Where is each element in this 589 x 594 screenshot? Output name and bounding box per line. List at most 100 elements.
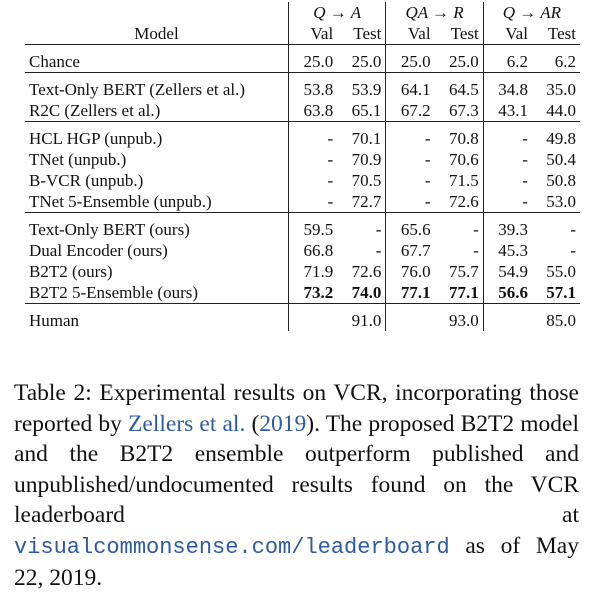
score-cell: 77.1 <box>449 283 479 302</box>
score-cell: 70.8 <box>449 129 479 148</box>
table-caption: Table 2: Experimental results on VCR, in… <box>14 378 579 594</box>
table-row: TNet (unpub.) -70.9-70.6-50.4 <box>25 149 580 170</box>
table-row: B2T2 (ours) 71.9 72.6 76.0 75.7 54.9 55.0 <box>25 261 580 282</box>
header-val: Val <box>385 23 435 45</box>
model-name-cell: B-VCR (unpub.) <box>29 171 144 190</box>
score-cell: 65.6 <box>385 219 435 240</box>
score-cell: 74.0 <box>351 283 382 302</box>
score-cell: 25.0 <box>288 51 338 73</box>
score-cell: 54.9 <box>482 261 532 282</box>
score-cell: - <box>473 241 479 260</box>
header-sub-row: Model Val Test Val Test Val Test <box>25 23 580 45</box>
score-cell <box>482 310 532 331</box>
score-cell: 25.0 <box>385 51 435 73</box>
score-cell: 43.1 <box>482 100 532 122</box>
score-cell: 25.0 <box>351 52 382 71</box>
table-row: R2C (Zellers et al.) 63.8 65.1 67.2 67.3 43.1… <box>25 100 580 122</box>
score-cell: - <box>473 220 479 239</box>
score-cell: 53.0 <box>546 192 576 211</box>
score-cell: - <box>482 170 532 191</box>
header-group-row: Q → A QA → R Q → AR <box>25 2 580 23</box>
results-table-container: Q → A QA → R Q → AR Model Val Test Val T… <box>25 2 580 331</box>
model-name-cell: Dual Encoder (ours) <box>29 241 168 260</box>
score-cell: - <box>288 191 338 213</box>
table-row: Chance 25.0 25.0 25.0 25.0 6.2 6.2 <box>25 51 580 73</box>
score-cell: 63.8 <box>288 100 338 122</box>
header-test: Test <box>353 24 382 43</box>
score-cell <box>288 310 338 331</box>
score-cell: - <box>288 149 338 170</box>
table-row: Text-Only BERT (ours) 59.5-65.6-39.3- <box>25 219 580 240</box>
score-cell: 59.5 <box>288 219 338 240</box>
score-cell: 72.6 <box>351 262 382 281</box>
header-group-q-a: Q → A <box>287 2 386 23</box>
score-cell: 53.9 <box>351 80 382 99</box>
score-cell: 45.3 <box>482 240 532 261</box>
score-cell: 76.0 <box>385 261 435 282</box>
score-cell: 67.3 <box>449 101 479 120</box>
score-cell: - <box>385 149 435 170</box>
score-cell: 72.7 <box>351 192 382 211</box>
header-group-qa-r: QA → R <box>385 2 484 23</box>
score-cell: - <box>288 170 338 191</box>
model-name-cell: B2T2 (ours) <box>29 262 113 281</box>
header-val: Val <box>288 23 338 45</box>
score-cell: 75.7 <box>449 262 479 281</box>
table-row: TNet 5-Ensemble (unpub.) -72.7-72.6-53.0 <box>25 191 580 213</box>
model-name-cell: R2C (Zellers et al.) <box>29 101 161 120</box>
header-model: Model <box>134 24 179 43</box>
model-name-cell: Text-Only BERT (Zellers et al.) <box>29 80 246 99</box>
score-cell: 70.1 <box>351 129 382 148</box>
citation-close: ). <box>306 410 320 437</box>
table-row: B-VCR (unpub.) -70.5-71.5-50.8 <box>25 170 580 191</box>
block-separator <box>25 44 580 51</box>
score-cell: 39.3 <box>482 219 532 240</box>
score-cell: 73.2 <box>288 282 338 304</box>
model-name-cell: HCL HGP (unpub.) <box>29 129 163 148</box>
score-cell: 71.9 <box>288 261 338 282</box>
score-cell: 93.0 <box>449 311 479 330</box>
citation-author-link[interactable]: Zellers et al. <box>128 410 246 437</box>
score-cell: 44.0 <box>546 101 576 120</box>
score-cell: 64.1 <box>385 79 435 100</box>
model-name-cell: TNet (unpub.) <box>29 150 127 169</box>
score-cell: - <box>385 128 435 149</box>
score-cell: 70.6 <box>449 150 479 169</box>
score-cell: - <box>570 241 576 260</box>
header-val: Val <box>482 23 532 45</box>
score-cell: 65.1 <box>351 101 382 120</box>
header-model-spacer <box>25 2 289 23</box>
model-name-cell: TNet 5-Ensemble (unpub.) <box>29 192 212 211</box>
model-name-cell: Chance <box>29 52 80 71</box>
model-name-cell: Human <box>29 311 80 330</box>
citation-open: ( <box>245 410 260 437</box>
caption-text-2: The proposed B2T2 model and the B2T2 ens… <box>14 410 580 529</box>
score-cell: 6.2 <box>554 52 576 71</box>
score-cell: 57.1 <box>546 283 576 302</box>
score-cell: - <box>375 220 382 239</box>
score-cell: 53.8 <box>288 79 338 100</box>
score-cell: 71.5 <box>449 171 479 190</box>
score-cell: - <box>482 149 532 170</box>
score-cell: 67.2 <box>385 100 435 122</box>
block-separator <box>25 212 580 219</box>
score-cell: 70.5 <box>351 171 382 190</box>
score-cell: 91.0 <box>351 311 382 330</box>
score-cell: 6.2 <box>482 51 532 73</box>
score-cell: 50.4 <box>546 150 576 169</box>
score-cell: - <box>385 170 435 191</box>
header-test: Test <box>450 24 479 43</box>
block-separator <box>25 72 580 79</box>
score-cell: - <box>375 241 382 260</box>
score-cell: 56.6 <box>482 282 532 304</box>
table-row: Text-Only BERT (Zellers et al.) 53.8 53.9 6… <box>25 79 580 100</box>
score-cell: - <box>482 128 532 149</box>
score-cell: 34.8 <box>482 79 532 100</box>
table-body: Chance 25.0 25.0 25.0 25.0 6.2 6.2 Text-Only BE… <box>25 44 580 331</box>
citation-year-link[interactable]: 2019 <box>259 410 307 437</box>
score-cell: 35.0 <box>546 80 576 99</box>
table-row: HCL HGP (unpub.) -70.1-70.8-49.8 <box>25 128 580 149</box>
header-group-q-ar: Q → AR <box>482 2 580 23</box>
leaderboard-url-link[interactable]: visualcommonsense.com/leaderboard <box>14 534 450 560</box>
caption-text-1: Table 2: Experimental results on VCR, in… <box>14 380 579 437</box>
